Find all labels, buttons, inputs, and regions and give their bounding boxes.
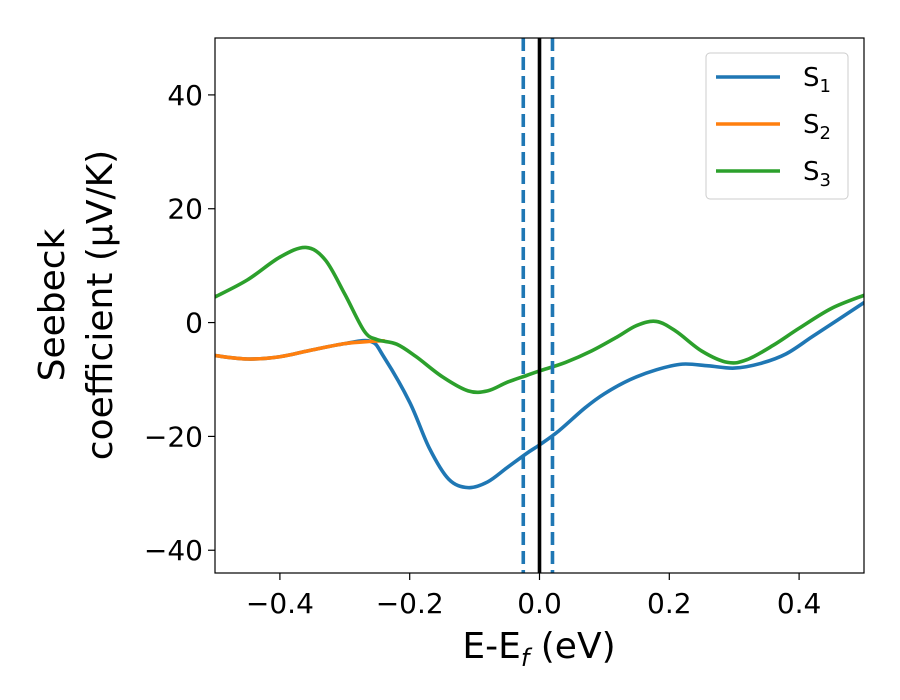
y-tick-label: 0: [185, 307, 203, 340]
y-axis-label: Seebeck coefficient (μV/K): [32, 150, 121, 460]
x-axis-label: E-Ef (eV): [462, 626, 615, 672]
legend-label-s1: S1: [803, 63, 831, 97]
x-tick-label: −0.4: [246, 587, 314, 620]
x-tick-label: 0.2: [647, 587, 692, 620]
y-axis-label-line1: Seebeck: [32, 228, 73, 381]
y-tick-label: 20: [167, 193, 203, 226]
legend-label-s3: S3: [803, 157, 831, 191]
vline-layer: [521, 38, 555, 573]
y-axis-ticks: −40 −20 0 20 40: [144, 79, 215, 567]
series-line-s2: [215, 338, 386, 361]
legend-box: [705, 52, 849, 200]
y-tick-label: −40: [144, 534, 203, 567]
x-axis-ticks: −0.4 −0.2 0.0 0.2 0.4: [246, 573, 821, 620]
y-axis-label-line2: coefficient (μV/K): [80, 150, 121, 460]
y-tick-label: 40: [167, 79, 203, 112]
x-tick-label: −0.2: [376, 587, 444, 620]
series-layer: [215, 245, 864, 490]
x-tick-label: 0.0: [517, 587, 562, 620]
series-line-s3: [215, 245, 864, 395]
y-tick-label: −20: [144, 420, 203, 453]
legend: S1 S2 S3: [705, 52, 849, 200]
x-tick-label: 0.4: [777, 587, 822, 620]
legend-label-s2: S2: [803, 110, 831, 144]
